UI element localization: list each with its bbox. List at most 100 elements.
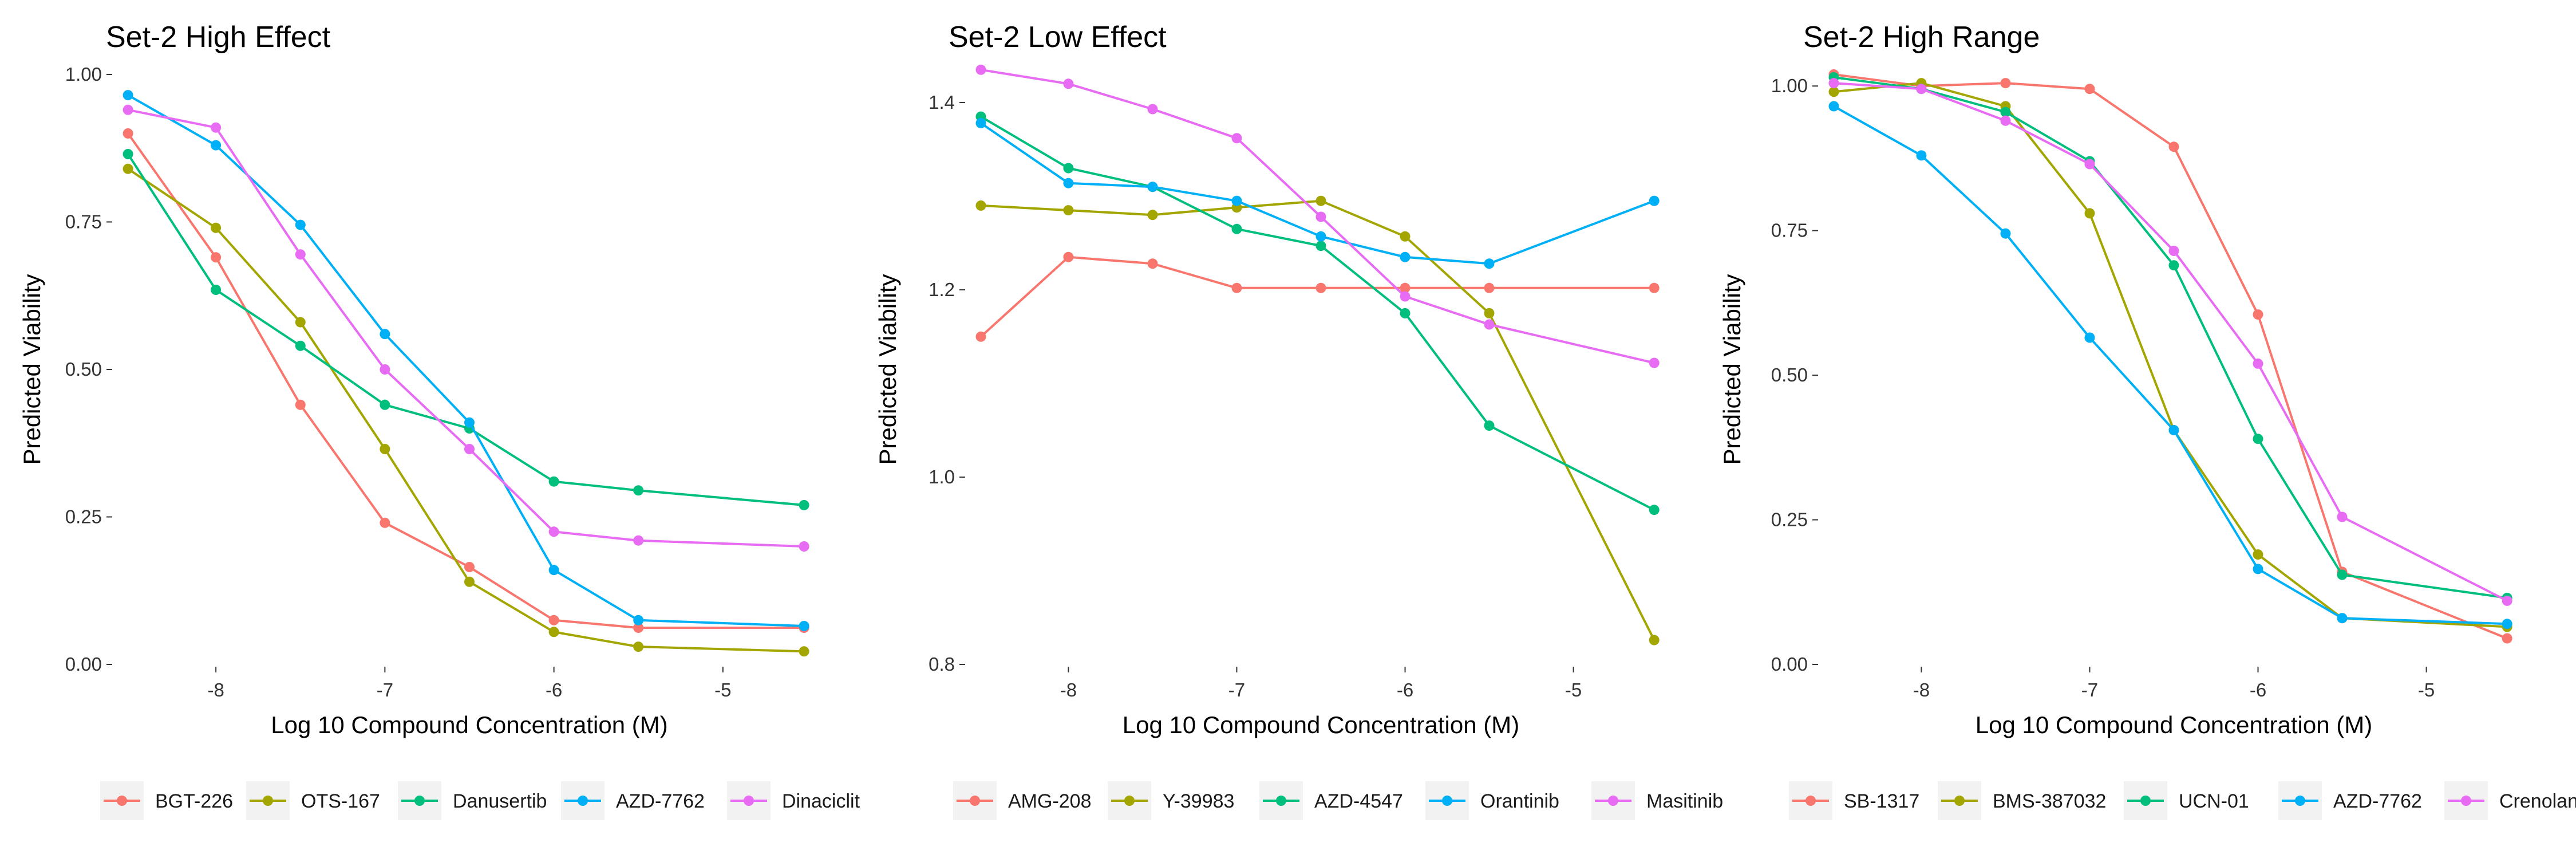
x-tick-label: -6 — [2250, 679, 2266, 700]
panel-2: Set-2 Low Effect 0.8 1.0 1.2 1.4 -8 -7 -6 -5 Log … — [874, 21, 1723, 820]
legend-label: Danusertib — [453, 790, 547, 812]
data-point — [1828, 101, 1839, 112]
x-tick-label: -6 — [546, 679, 562, 700]
legend-key-point — [1608, 796, 1618, 806]
y-tick-label: 0.25 — [1771, 509, 1808, 530]
data-point — [2084, 332, 2095, 343]
data-point — [211, 122, 222, 133]
x-tick-label: -8 — [1060, 679, 1077, 700]
data-point — [633, 623, 644, 633]
series-line — [128, 108, 804, 548]
data-point — [1649, 505, 1660, 515]
y-tick-label: 0.00 — [65, 654, 102, 675]
legend-item: BMS-387032 — [1938, 781, 2106, 820]
data-point — [975, 64, 986, 75]
data-point — [1484, 308, 1495, 318]
data-point — [2253, 549, 2263, 560]
legend-key-point — [2140, 796, 2151, 806]
data-point — [1400, 291, 1411, 302]
legend-key-point — [2295, 796, 2305, 806]
data-point — [2000, 107, 2011, 117]
y-tick-label: 0.75 — [65, 211, 102, 233]
y-tick-label: 0.00 — [1771, 654, 1808, 675]
data-point — [799, 646, 809, 657]
panel-title: Set-2 High Range — [1803, 21, 2040, 54]
legend-item: AZD-7762 — [561, 781, 705, 820]
series-line — [1834, 76, 2507, 599]
legend-label: Masitinib — [1646, 790, 1723, 812]
data-point — [464, 576, 475, 587]
data-point — [2502, 633, 2512, 644]
data-point — [799, 541, 809, 552]
legend-item: Crenolanib — [2444, 781, 2576, 820]
legend-item: Orantinib — [1425, 781, 1559, 820]
legend-key-point — [263, 796, 273, 806]
data-point — [975, 331, 986, 342]
x-tick-label: -7 — [1228, 679, 1245, 700]
legend-item: Danusertib — [398, 781, 547, 820]
series-line — [1833, 105, 2507, 625]
series-danusertib — [123, 149, 809, 510]
y-tick-label: 0.50 — [1771, 364, 1808, 385]
data-point — [2168, 425, 2179, 435]
data-point — [1484, 282, 1495, 293]
series-ucn-01 — [1828, 72, 2512, 603]
series-line — [981, 199, 1656, 641]
x-tick-label: -8 — [1913, 679, 1930, 700]
data-point — [633, 615, 644, 625]
data-point — [464, 562, 475, 572]
legend-key-point — [744, 796, 754, 806]
data-point — [1400, 231, 1411, 242]
x-tick-label: -7 — [377, 679, 393, 700]
legend: SB-1317 BMS-387032 UCN-01 AZD-7762 Crenolani… — [1789, 781, 2576, 820]
legend-item: AZD-7762 — [2278, 781, 2422, 820]
series-line — [127, 153, 804, 506]
series-orantinib — [975, 118, 1660, 269]
data-point — [295, 399, 306, 410]
data-point — [464, 444, 475, 454]
data-point — [295, 340, 306, 351]
data-point — [295, 317, 306, 328]
series-line — [980, 255, 1654, 338]
data-point — [548, 615, 559, 625]
y-tick-label: 0.25 — [65, 506, 102, 528]
data-point — [1484, 258, 1495, 269]
data-point — [548, 565, 559, 576]
data-point — [2253, 309, 2263, 320]
y-axis-label: Predicted Viability — [18, 274, 45, 465]
y-tick-label: 1.4 — [929, 92, 955, 113]
data-point — [380, 517, 390, 528]
legend-label: Y-39983 — [1163, 790, 1234, 812]
series-line — [1834, 73, 2508, 640]
data-point — [464, 417, 475, 428]
data-point — [2000, 115, 2011, 126]
series-masitinib — [975, 64, 1660, 368]
y-tick-label: 0.75 — [1771, 220, 1808, 241]
legend-label: SB-1317 — [1844, 790, 1919, 812]
legend-item: Masitinib — [1591, 781, 1723, 820]
data-point — [2168, 141, 2179, 152]
x-axis-label: Log 10 Compound Concentration (M) — [1976, 711, 2372, 738]
data-point — [799, 621, 809, 631]
data-point — [2253, 358, 2263, 369]
data-point — [1315, 211, 1326, 222]
data-point — [1315, 231, 1326, 242]
data-point — [2337, 613, 2348, 624]
data-point — [2084, 84, 2095, 95]
data-point — [2253, 434, 2263, 444]
y-tick-label: 1.2 — [929, 279, 955, 300]
series-amg-208 — [975, 251, 1660, 342]
data-point — [2253, 564, 2263, 574]
data-point — [548, 526, 559, 537]
legend-item: BGT-226 — [100, 781, 233, 820]
data-point — [633, 641, 644, 652]
series-azd-7762 — [123, 90, 809, 631]
legend-label: Dinaciclit — [782, 790, 860, 812]
series-line — [1834, 82, 2507, 628]
data-point — [1063, 178, 1074, 188]
series-line — [127, 94, 804, 627]
series-azd-7762 — [1828, 101, 2512, 629]
data-point — [1400, 251, 1411, 262]
data-point — [2000, 78, 2011, 89]
